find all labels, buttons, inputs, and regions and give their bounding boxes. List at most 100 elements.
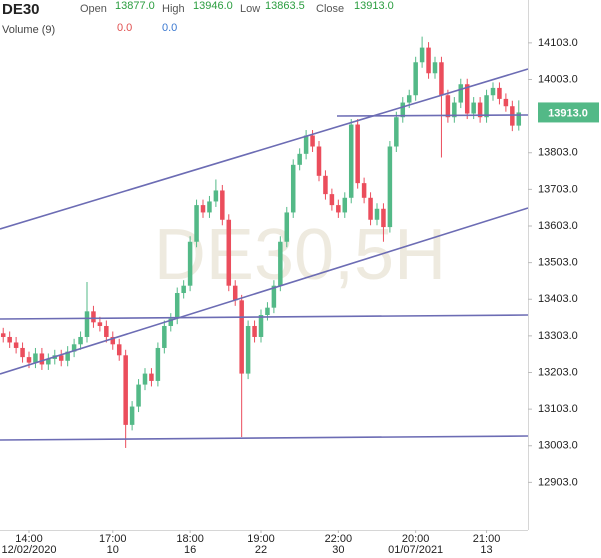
candles [0,36,522,448]
high-label: High [162,3,185,15]
x-date-label: 10 [107,544,119,556]
y-tick-label: 13303.0 [538,330,578,342]
candle-body [155,347,161,381]
candle-body [104,325,109,337]
candle-body [174,293,180,319]
candle-body [368,197,373,220]
candle-body [342,197,348,213]
candle-body [220,190,225,220]
symbol: DE30 [2,1,40,18]
candle-body [84,311,90,337]
candle-body [78,336,83,345]
candle-body [129,406,135,425]
candle-body [413,62,418,96]
candle-body [116,344,122,356]
candle-body [394,117,399,147]
close-value: 13913.0 [354,0,394,12]
x-tick-label: 20:00 [402,533,430,545]
candle-body [387,146,393,228]
candle-body [207,201,212,213]
price-tag [538,102,599,123]
candle-body [168,318,174,326]
candle-body [355,124,360,184]
candle-body [503,98,509,107]
candle-body [252,325,257,337]
candle-body [71,344,77,352]
candle-body [290,164,296,213]
candle-body [439,62,444,96]
x-tick-label: 14:00 [15,533,43,545]
x-date-label: 01/07/2021 [388,544,443,556]
x-date-label: 22 [255,544,267,556]
candle-body [20,347,25,358]
candle-body [445,95,451,118]
price-tag-label: 13913.0 [548,107,588,119]
candle-body [490,87,496,96]
candle-body [181,285,186,294]
candle-body [464,84,470,114]
candle-body [348,124,354,198]
candle-body [194,205,199,242]
candle-body [477,102,483,118]
candle-body [65,351,70,361]
candle-body [46,358,51,365]
candle-body [258,314,264,337]
candle-body [510,106,515,126]
candle-body [458,84,464,103]
candle-body [284,212,290,242]
candle-body [484,95,489,118]
candle-body [39,353,45,365]
close-label: Close [316,3,344,15]
low-label: Low [240,3,260,15]
candle-body [336,205,341,213]
y-tick-label: 13003.0 [538,440,578,452]
candle-body [361,183,367,198]
candle-body [33,353,38,363]
y-tick-label: 14003.0 [538,73,578,85]
candle-body [329,194,335,206]
resistance-line [336,114,529,117]
x-date-label: 30 [332,544,344,556]
candle-body [419,47,425,63]
watermark: DE30,5H [154,215,446,295]
candle-body [213,190,219,202]
candle-body [226,219,232,286]
support-line [0,314,529,320]
candle-body [432,62,438,74]
candle-body [303,135,309,154]
trend-line [0,68,529,230]
y-tick-label: 13203.0 [538,366,578,378]
x-tick-label: 22:00 [325,533,353,545]
x-date-label: 13 [480,544,492,556]
x-date-label: 12/02/2020 [1,544,56,556]
x-tick-label: 17:00 [99,533,127,545]
candle-body [323,175,328,195]
candle-body [26,357,32,363]
y-tick-label: 13803.0 [538,147,578,159]
candle-body [497,87,502,99]
volume-value: 0.0 [117,22,132,34]
candle-body [58,355,64,361]
candle-body [13,342,19,348]
candle-body [406,95,412,103]
candle-body [516,112,522,126]
y-tick-label: 13403.0 [538,293,578,305]
candle-body [136,384,141,407]
candle-body [187,241,193,286]
candle-body [316,146,322,176]
candle-body [239,300,244,374]
candle-body [310,135,315,147]
x-date-label: 16 [184,544,196,556]
volume-value: 0.0 [162,22,177,34]
open-label: Open [80,3,107,15]
candle-body [110,336,116,345]
candle-body [374,208,380,220]
candle-body [97,322,103,326]
candle-body [297,153,302,165]
low-value: 13863.5 [265,0,305,12]
candle-body [452,102,457,118]
candle-body [400,102,406,118]
x-tick-label: 19:00 [247,533,275,545]
candle-body [426,47,431,74]
